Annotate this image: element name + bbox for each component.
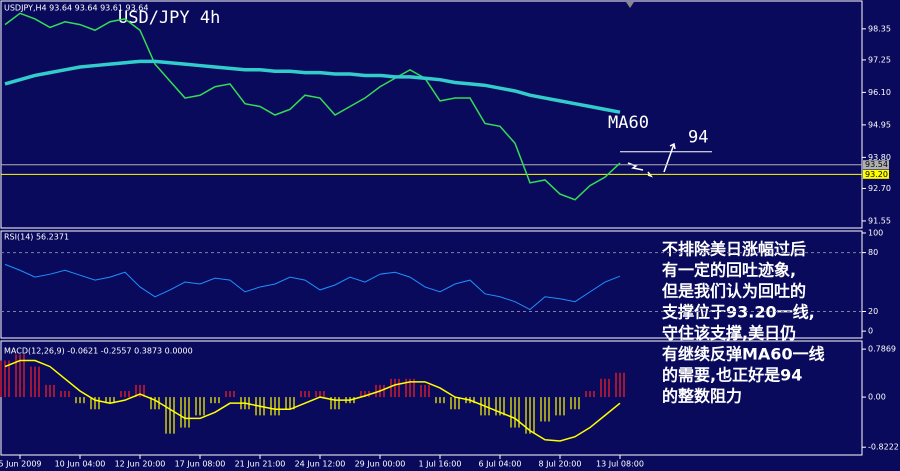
series-line <box>4 359 621 442</box>
y-tick-label: -0.8222 <box>868 443 899 452</box>
y-tick-label: 100 <box>868 228 883 237</box>
y-tick-label: 97.25 <box>868 55 891 64</box>
x-tick-label: 6 Jul 04:00 <box>479 460 522 469</box>
x-tick-label: 10 Jun 04:00 <box>55 460 106 469</box>
x-tick-label: 13 Jul 08:00 <box>596 460 644 469</box>
y-tick-label: 0 <box>868 327 873 336</box>
series-line <box>4 59 621 114</box>
chart-title: USD/JPY 4h <box>118 8 220 28</box>
macd-title: MACD(12,26,9) -0.0621 -0.2557 0.3873 0.0… <box>4 347 193 356</box>
price-pane-frame <box>0 0 863 229</box>
rsi-pane-frame <box>0 230 863 339</box>
price-label-box <box>863 160 889 170</box>
note-text: 的整数阻力 <box>662 387 742 406</box>
series-label: MA60 <box>608 113 649 133</box>
y-tick-label: 80 <box>868 248 878 257</box>
chart-subtitle: USDJPY,H4 93.64 93.64 93.61 93.64 <box>4 4 148 13</box>
price-label: 93.20 <box>865 170 888 179</box>
note-text: 但是我们认为回吐的 <box>662 282 806 301</box>
shift-marker <box>626 2 634 8</box>
arrow-up <box>663 142 676 173</box>
series-line <box>4 12 621 201</box>
y-tick-label: 96.10 <box>868 88 891 97</box>
y-tick-label: 20 <box>868 307 878 316</box>
price-label: 93.54 <box>865 160 888 169</box>
y-tick-label: 98.35 <box>868 24 891 33</box>
note-text: 不排除美日涨幅过后 <box>662 240 806 259</box>
x-tick-label: 8 Jul 20:00 <box>539 460 582 469</box>
note-text: 的需要,也正好是94 <box>662 366 802 385</box>
note-text: 有一定的回吐迹象, <box>662 261 796 280</box>
note-text: 支撑位于93.20一线, <box>661 303 815 322</box>
x-tick-label: 29 Jun 00:00 <box>355 460 406 469</box>
y-tick-label: 91.55 <box>868 216 891 225</box>
rsi-title: RSI(14) 56.2371 <box>4 233 69 242</box>
series-line <box>4 263 621 311</box>
price-label-box <box>863 169 889 179</box>
x-tick-label: 12 Jun 20:00 <box>115 460 166 469</box>
x-tick-label: 21 Jun 21:00 <box>235 460 286 469</box>
x-tick-label: 1 Jul 16:00 <box>419 460 462 469</box>
y-tick-label: 93.80 <box>868 153 891 162</box>
arrow-head <box>647 171 654 178</box>
note-text: 有继续反弹MA60一线 <box>662 345 825 364</box>
y-tick-label: 94.95 <box>868 120 891 129</box>
y-tick-label: 0.7869 <box>868 345 896 354</box>
macd-pane-frame <box>0 340 863 456</box>
x-tick-label: 17 Jun 08:00 <box>175 460 226 469</box>
note-text: 守住该支撑,美日仍 <box>662 324 796 343</box>
y-tick-label: 0.00 <box>868 393 886 402</box>
y-tick-label: 92.70 <box>868 184 891 193</box>
x-tick-label: 5 Jun 2009 <box>0 460 42 469</box>
x-tick-label: 24 Jun 12:00 <box>295 460 346 469</box>
target-label: 94 <box>688 128 708 148</box>
